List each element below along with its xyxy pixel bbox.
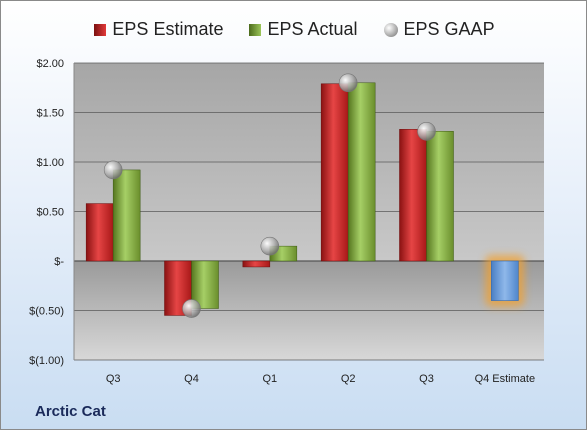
point-eps-gaap bbox=[103, 160, 123, 180]
x-tick-label: Q1 bbox=[262, 373, 277, 385]
x-tick-label: Q3 bbox=[106, 373, 121, 385]
bar-eps-estimate bbox=[85, 203, 114, 262]
x-tick-label: Q4 Estimate bbox=[475, 373, 536, 385]
x-tick-label: Q4 bbox=[184, 373, 199, 385]
legend-swatch-estimate bbox=[94, 23, 107, 36]
point-eps-gaap bbox=[417, 122, 436, 141]
point-eps-gaap bbox=[182, 299, 201, 318]
point-eps-gaap bbox=[260, 236, 280, 256]
legend-swatch-actual bbox=[249, 23, 262, 36]
bar-eps-actual bbox=[347, 82, 376, 262]
y-tick-label: $- bbox=[54, 256, 64, 268]
y-tick-label: $1.50 bbox=[36, 108, 64, 120]
company-name: Arctic Cat bbox=[35, 403, 106, 420]
legend-swatch-gaap bbox=[383, 22, 398, 37]
legend-label-gaap: EPS GAAP bbox=[403, 19, 495, 39]
bar-eps-estimate bbox=[320, 83, 349, 262]
legend-label-estimate: EPS Estimate bbox=[112, 19, 224, 39]
x-tick-label: Q2 bbox=[341, 373, 356, 385]
y-tick-label: $2.00 bbox=[36, 58, 64, 70]
y-tick-label: $(1.00) bbox=[29, 355, 64, 367]
legend: EPS Estimate EPS Actual EPS GAAP bbox=[1, 19, 587, 40]
legend-item-eps-gaap: EPS GAAP bbox=[383, 19, 495, 40]
y-tick-label: $0.50 bbox=[36, 207, 64, 219]
bar-eps-estimate bbox=[242, 260, 271, 268]
bar-eps-actual bbox=[112, 169, 141, 262]
bar-eps-estimate-highlight bbox=[491, 260, 519, 301]
x-tick-label: Q3 bbox=[419, 373, 434, 385]
legend-label-actual: EPS Actual bbox=[267, 19, 358, 39]
bar-eps-estimate bbox=[399, 129, 427, 262]
y-tick-label: $(0.50) bbox=[29, 306, 64, 318]
legend-item-eps-actual: EPS Actual bbox=[249, 19, 358, 40]
y-tick-label: $1.00 bbox=[36, 157, 64, 169]
legend-item-eps-estimate: EPS Estimate bbox=[94, 19, 223, 40]
bar-eps-actual bbox=[426, 131, 454, 262]
point-eps-gaap bbox=[338, 73, 358, 93]
